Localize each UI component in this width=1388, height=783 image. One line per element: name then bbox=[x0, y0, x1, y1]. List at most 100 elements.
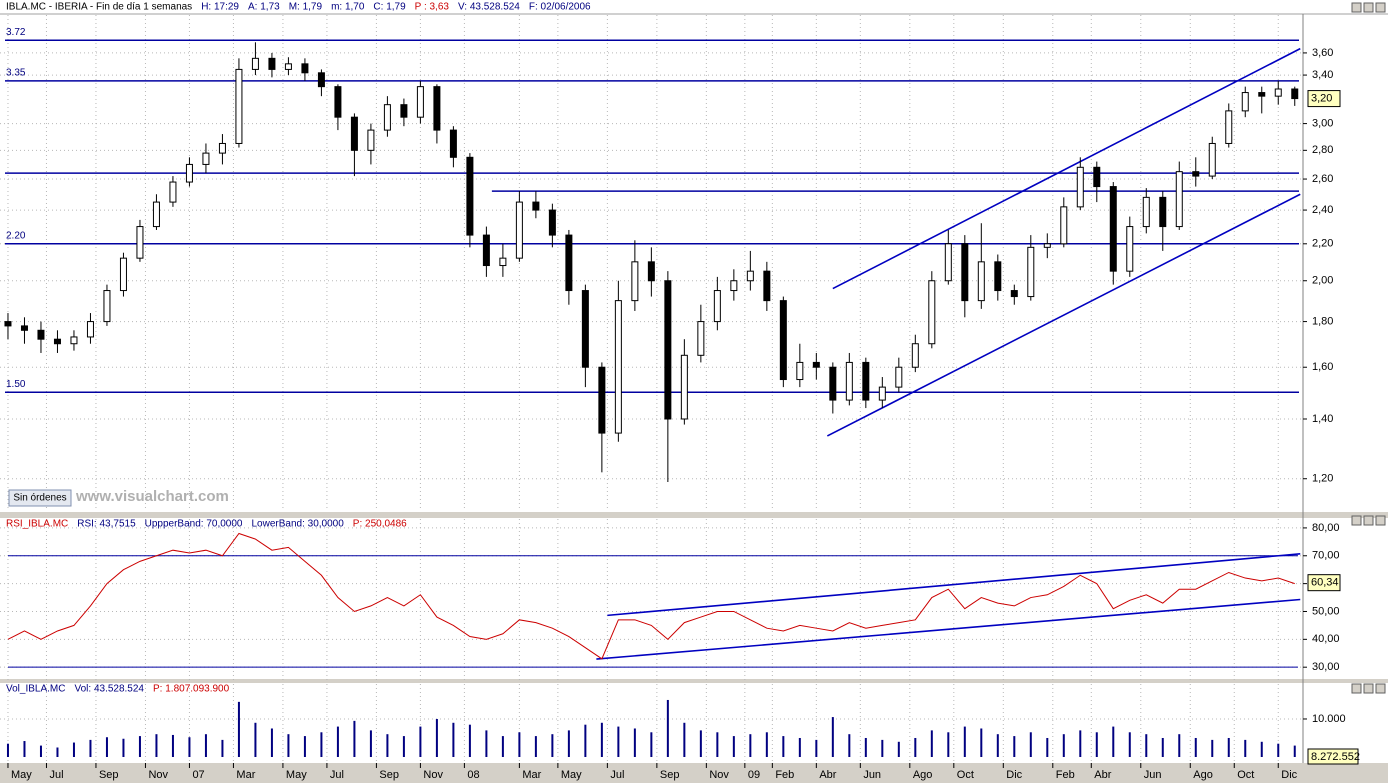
volume-bar bbox=[683, 722, 686, 757]
candle-body bbox=[796, 361, 804, 381]
x-tick-label: Jun bbox=[863, 769, 881, 781]
candle-body bbox=[1225, 110, 1233, 144]
candle-body bbox=[961, 243, 969, 302]
candle-body bbox=[20, 325, 28, 331]
volume-bar bbox=[732, 736, 735, 757]
candle-body bbox=[631, 261, 639, 302]
candle-body bbox=[581, 290, 589, 368]
x-tick-label: Jul bbox=[330, 769, 344, 781]
y-tick-label: 2,40 bbox=[1312, 204, 1333, 216]
candle-body bbox=[515, 201, 523, 259]
orders-button[interactable] bbox=[8, 489, 72, 507]
y-tick-label: 2,20 bbox=[1312, 238, 1333, 250]
level-label: 3.72 bbox=[6, 27, 26, 38]
candle-body bbox=[862, 361, 870, 401]
x-tick-label: May bbox=[11, 769, 32, 781]
y-tick-label: 2,60 bbox=[1312, 173, 1333, 185]
volume-bar bbox=[39, 745, 42, 757]
y-tick-label: 10.000 bbox=[1312, 713, 1346, 725]
candle-body bbox=[251, 57, 259, 70]
candle-body bbox=[1043, 243, 1051, 248]
candle-body bbox=[1142, 196, 1150, 228]
maximize-button[interactable] bbox=[1363, 2, 1374, 13]
panel-header: IBLA.MC - IBERIA - Fin de día 1 semanas bbox=[6, 2, 192, 13]
x-tick-label: Dic bbox=[1006, 769, 1022, 781]
volume-bar bbox=[386, 734, 389, 757]
panel-header: A: 1,73 bbox=[248, 2, 280, 13]
x-tick-label: Sep bbox=[660, 769, 680, 781]
x-tick-label: May bbox=[286, 769, 307, 781]
candle-body bbox=[317, 72, 325, 88]
y-tick-label: 1,20 bbox=[1312, 473, 1333, 485]
volume-bar bbox=[1194, 737, 1197, 757]
minimize-button[interactable] bbox=[1351, 683, 1362, 694]
orders-button-label[interactable]: Sin órdenes bbox=[13, 493, 66, 504]
candle-body bbox=[70, 336, 78, 345]
candle-body bbox=[383, 104, 391, 131]
panel-header: P: 1.807.093.900 bbox=[153, 684, 230, 695]
volume-bar bbox=[56, 747, 59, 757]
x-tick-label: Abr bbox=[819, 769, 836, 781]
candle-body bbox=[829, 366, 837, 401]
maximize-button[interactable] bbox=[1363, 515, 1374, 526]
candle-body bbox=[994, 261, 1002, 292]
x-tick-label: Sep bbox=[99, 769, 119, 781]
volume-bar bbox=[1079, 730, 1082, 757]
volume-bar bbox=[6, 743, 9, 757]
candle-body bbox=[152, 201, 160, 228]
candle-body bbox=[218, 142, 226, 154]
window-buttons[interactable] bbox=[1351, 2, 1386, 694]
candle-body bbox=[4, 321, 12, 327]
x-tick-label: Sep bbox=[379, 769, 399, 781]
minimize-button[interactable] bbox=[1351, 2, 1362, 13]
candle-body bbox=[1027, 246, 1035, 298]
candle-body bbox=[548, 209, 556, 236]
panel-header: UppperBand: 70,0000 bbox=[145, 519, 243, 530]
x-tick-label: 08 bbox=[467, 769, 479, 781]
candle-body bbox=[763, 270, 771, 302]
candle-body bbox=[367, 129, 375, 151]
panel-header: C: 1,79 bbox=[373, 2, 406, 13]
volume-bar bbox=[419, 726, 422, 757]
x-tick-label: Dic bbox=[1281, 769, 1297, 781]
volume-bar bbox=[287, 734, 290, 757]
volume-bar bbox=[468, 724, 471, 757]
volume-bar bbox=[204, 734, 207, 757]
volume-bar bbox=[996, 734, 999, 757]
volume-bar bbox=[798, 737, 801, 757]
close-button[interactable] bbox=[1375, 683, 1386, 694]
candle-body bbox=[268, 57, 276, 70]
volume-bar bbox=[650, 732, 653, 757]
trend-line bbox=[596, 598, 1301, 660]
volume-bar bbox=[1293, 745, 1296, 757]
volume-bar bbox=[369, 730, 372, 757]
volume-bar bbox=[815, 739, 818, 757]
close-button[interactable] bbox=[1375, 515, 1386, 526]
last-value-label: 3,20 bbox=[1311, 92, 1332, 104]
x-tick-label: Nov bbox=[423, 769, 443, 781]
maximize-button[interactable] bbox=[1363, 683, 1374, 694]
volume-bar bbox=[633, 728, 636, 757]
x-tick-label: Feb bbox=[1056, 769, 1075, 781]
volume-bar bbox=[1112, 726, 1115, 757]
volume-bar bbox=[1227, 737, 1230, 757]
close-button[interactable] bbox=[1375, 2, 1386, 13]
candle-body bbox=[730, 280, 738, 292]
x-tick-label: Abr bbox=[1094, 769, 1111, 781]
volume-bar bbox=[666, 699, 669, 757]
level-label: 2.20 bbox=[6, 230, 26, 241]
candle-body bbox=[845, 361, 853, 401]
volume-bar bbox=[155, 734, 158, 757]
volume-bar bbox=[402, 736, 405, 757]
volume-bar bbox=[1277, 743, 1280, 757]
candle-body bbox=[928, 280, 936, 345]
candle-body bbox=[664, 280, 672, 420]
volume-bar bbox=[1260, 741, 1263, 757]
panel-header: F: 02/06/2006 bbox=[529, 2, 591, 13]
x-tick-label: Ago bbox=[913, 769, 933, 781]
candle-body bbox=[1093, 166, 1101, 188]
volume-bar bbox=[963, 726, 966, 757]
y-tick-label: 50,00 bbox=[1312, 605, 1340, 617]
minimize-button[interactable] bbox=[1351, 515, 1362, 526]
